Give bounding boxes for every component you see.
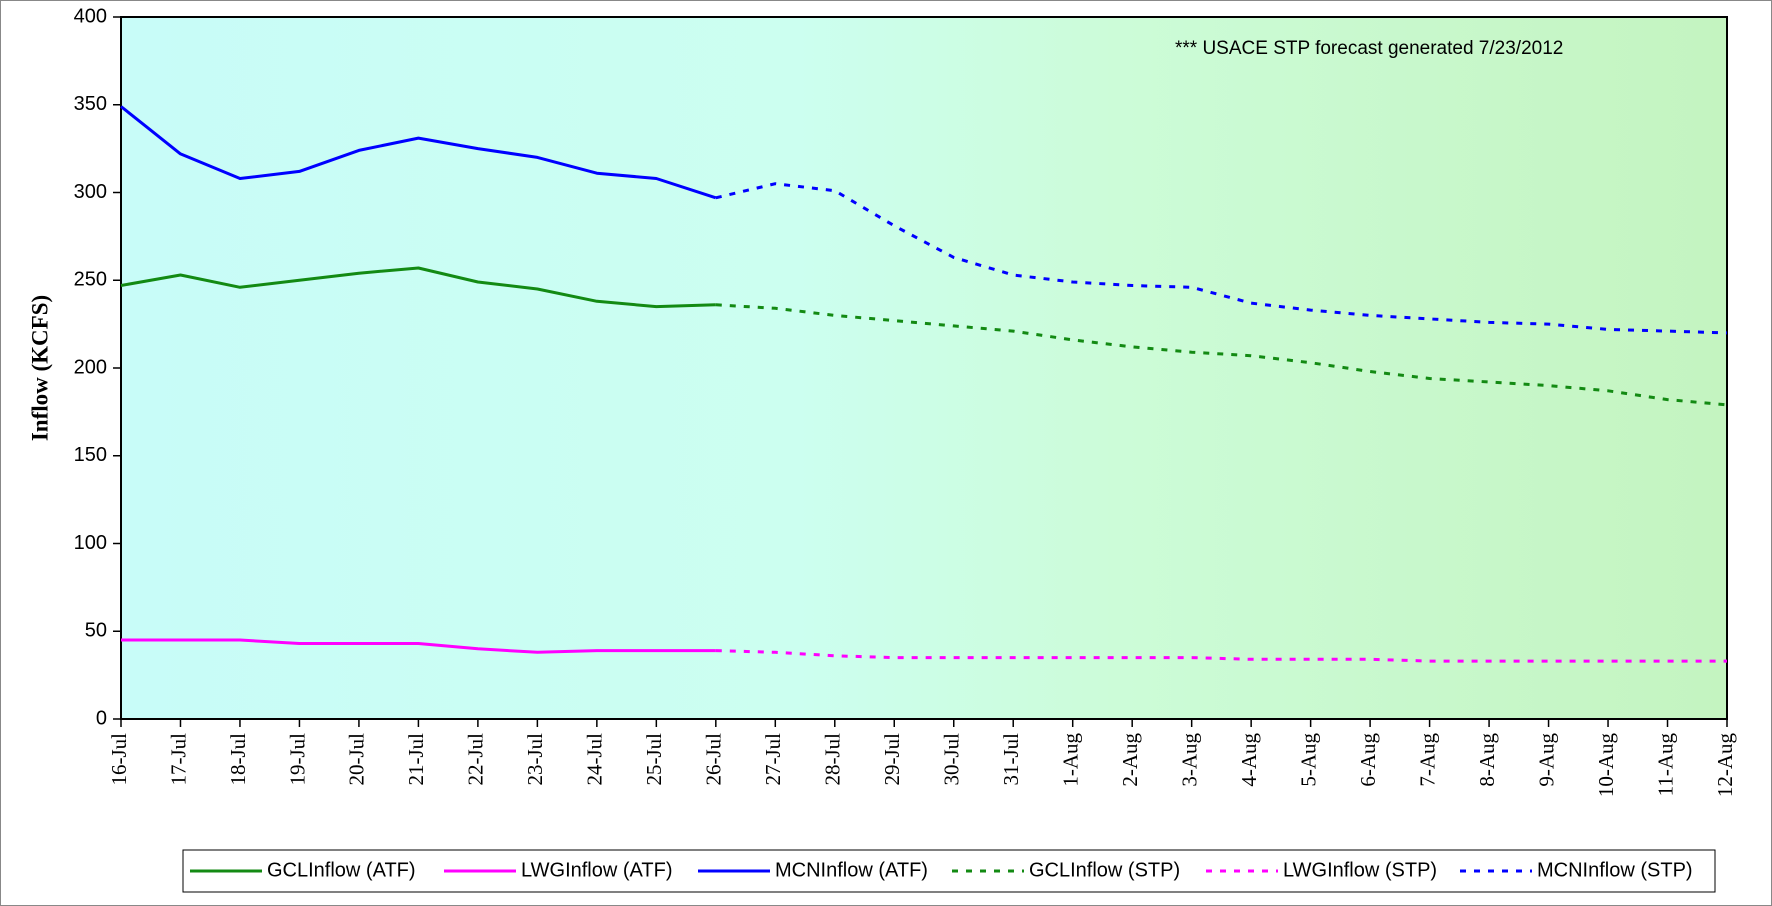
y-tick-label: 300 [74, 181, 107, 203]
legend-label: GCLInflow (STP) [1029, 859, 1180, 881]
x-tick-label: 31-Jul [999, 733, 1023, 786]
x-tick-label: 30-Jul [940, 733, 964, 786]
legend-label: LWGInflow (STP) [1283, 859, 1437, 881]
series-line [120, 105, 717, 200]
x-tick-label: 2-Aug [1118, 733, 1142, 787]
x-tick-label: 11-Aug [1653, 733, 1677, 797]
x-tick-label: 25-Jul [642, 733, 666, 786]
x-tick-label: 3-Aug [1177, 733, 1201, 787]
x-tick-label: 6-Aug [1356, 733, 1380, 787]
y-tick-label: 150 [74, 444, 107, 466]
y-axis-label: Inflow (KCFS) [27, 295, 52, 441]
y-tick-label: 200 [74, 356, 107, 378]
x-tick-label: 26-Jul [702, 733, 726, 786]
x-tick-label: 17-Jul [166, 733, 190, 786]
series-line [121, 638, 716, 654]
legend-label: MCNInflow (ATF) [775, 859, 928, 881]
x-tick-label: 10-Aug [1594, 733, 1618, 798]
x-tick-label: 20-Jul [345, 733, 369, 786]
plot-area [120, 16, 1728, 720]
legend-label: GCLInflow (ATF) [267, 859, 416, 881]
series-line [715, 303, 1728, 407]
x-tick-label: 1-Aug [1059, 733, 1083, 787]
legend-label: LWGInflow (ATF) [521, 859, 672, 881]
x-tick-label: 21-Jul [404, 733, 428, 786]
y-tick-label: 250 [74, 269, 107, 291]
x-tick-label: 5-Aug [1296, 733, 1320, 787]
legend [182, 849, 1716, 893]
y-tick-label: 100 [74, 532, 107, 554]
y-tick-label: 350 [74, 93, 107, 115]
x-tick-label: 23-Jul [523, 733, 547, 786]
x-tick-label: 16-Jul [107, 733, 131, 786]
x-tick-label: 24-Jul [583, 733, 607, 786]
x-tick-label: 8-Aug [1475, 733, 1499, 787]
y-tick-label: 50 [85, 620, 107, 642]
x-tick-label: 12-Aug [1713, 733, 1737, 798]
x-tick-label: 7-Aug [1415, 733, 1439, 787]
x-tick-label: 18-Jul [226, 733, 250, 786]
x-tick-label: 22-Jul [464, 733, 488, 786]
legend-label: MCNInflow (STP) [1537, 859, 1693, 881]
y-tick-label: 0 [96, 707, 107, 729]
y-tick-label: 400 [74, 5, 107, 27]
x-tick-label: 28-Jul [821, 733, 845, 786]
series-line [715, 182, 1728, 335]
x-tick-label: 9-Aug [1534, 733, 1558, 787]
series-line [120, 266, 716, 309]
x-tick-label: 27-Jul [761, 733, 785, 786]
x-tick-label: 19-Jul [285, 733, 309, 786]
x-tick-label: 4-Aug [1237, 733, 1261, 787]
series-line [715, 649, 1727, 663]
x-tick-label: 29-Jul [880, 733, 904, 786]
annotation: *** USACE STP forecast generated 7/23/20… [1175, 38, 1563, 59]
